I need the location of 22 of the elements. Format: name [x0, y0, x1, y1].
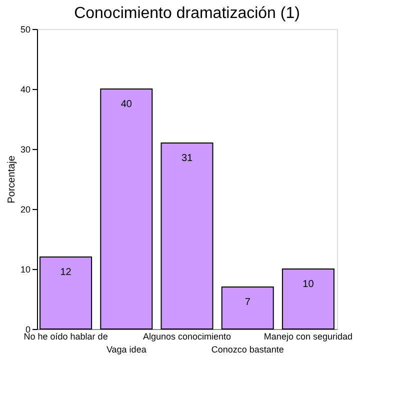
y-tick-label: 50 [20, 24, 30, 34]
x-tick-label: Algunos conocimiento [142, 332, 232, 342]
y-tick-label: 20 [20, 204, 30, 214]
y-tick-label: 30 [20, 144, 30, 154]
y-axis-title: Porcentaje [6, 155, 18, 204]
x-tick-label: Manejo con seguridad [264, 332, 352, 342]
chart-title: Conocimiento dramatización (1) [74, 5, 300, 22]
data-label: 12 [60, 267, 72, 278]
bar [100, 88, 153, 330]
data-label: 7 [244, 297, 251, 308]
bar [160, 142, 214, 330]
x-tick-label: No he oído hablar de [24, 332, 108, 342]
y-tick-label: 40 [20, 84, 30, 94]
data-label: 10 [302, 279, 314, 290]
x-tick-label: Conozco bastante [211, 344, 284, 354]
x-tick-label: Vaga idea [106, 344, 146, 354]
y-tick-label: 10 [20, 264, 30, 274]
y-tick-label: 0 [25, 324, 30, 334]
data-label: 40 [120, 99, 132, 110]
data-label: 31 [181, 153, 193, 164]
bar [282, 268, 334, 330]
bar [221, 286, 274, 330]
